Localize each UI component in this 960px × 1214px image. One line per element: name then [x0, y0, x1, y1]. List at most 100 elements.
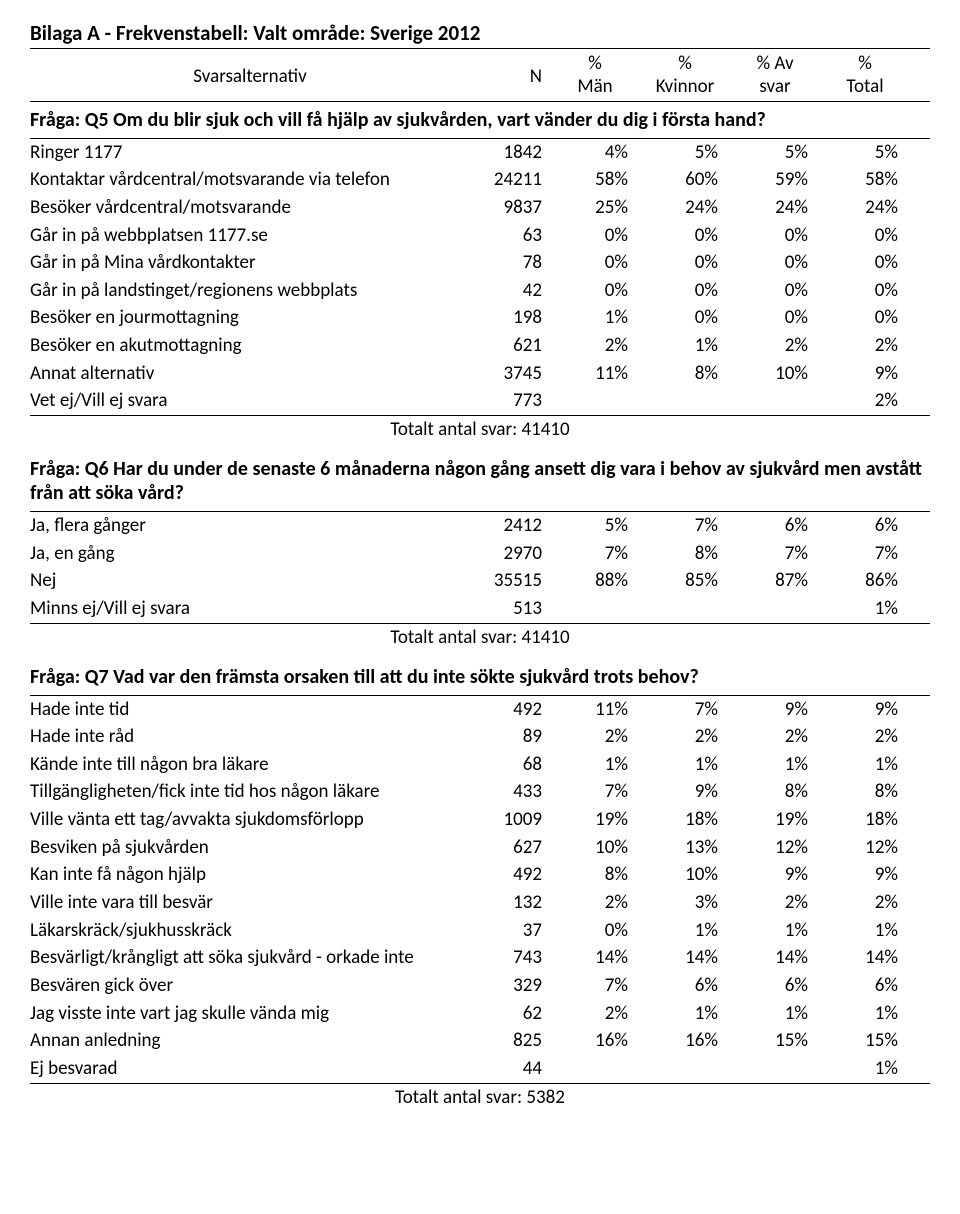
row-av: 7% — [730, 541, 820, 567]
row-total: 15% — [820, 1028, 910, 1054]
row-label: Besviken på sjukvården — [30, 835, 470, 861]
row-label: Besvären gick över — [30, 973, 470, 999]
table-row: Ja, en gång29707%8%7%7% — [30, 540, 930, 568]
question-section: Fråga: Q6 Har du under de senaste 6 måna… — [30, 451, 930, 655]
row-men: 58% — [550, 167, 640, 193]
row-total: 6% — [820, 973, 910, 999]
row-women: 0% — [640, 250, 730, 276]
row-av — [730, 388, 820, 414]
row-n: 621 — [470, 333, 550, 359]
row-women: 24% — [640, 195, 730, 221]
row-men: 2% — [550, 890, 640, 916]
row-n: 825 — [470, 1028, 550, 1054]
table-row: Ville inte vara till besvär1322%3%2%2% — [30, 889, 930, 917]
row-total: 18% — [820, 807, 910, 833]
table-row: Ringer 117718424%5%5%5% — [30, 139, 930, 167]
row-av: 6% — [730, 973, 820, 999]
row-total: 1% — [820, 1001, 910, 1027]
header-women: % Kvinnor — [640, 53, 730, 99]
row-label: Besöker en akutmottagning — [30, 333, 470, 359]
row-women: 8% — [640, 541, 730, 567]
table-row: Besöker en jourmottagning1981%0%0%0% — [30, 304, 930, 332]
row-label: Kände inte till någon bra läkare — [30, 752, 470, 778]
row-label: Jag visste inte vart jag skulle vända mi… — [30, 1001, 470, 1027]
row-n: 198 — [470, 305, 550, 331]
row-women: 8% — [640, 361, 730, 387]
row-men: 11% — [550, 697, 640, 723]
row-av: 19% — [730, 807, 820, 833]
table-row: Vet ej/Vill ej svara7732% — [30, 387, 930, 415]
table-row: Går in på landstinget/regionens webbplat… — [30, 277, 930, 305]
row-total: 9% — [820, 697, 910, 723]
row-men: 10% — [550, 835, 640, 861]
table-row: Besöker en akutmottagning6212%1%2%2% — [30, 332, 930, 360]
row-av: 1% — [730, 1001, 820, 1027]
row-total: 2% — [820, 724, 910, 750]
row-n: 2412 — [470, 513, 550, 539]
total-row: Totalt antal svar: 41410 — [30, 415, 930, 447]
row-label: Hade inte tid — [30, 697, 470, 723]
table-row: Kan inte få någon hjälp4928%10%9%9% — [30, 861, 930, 889]
row-label: Ej besvarad — [30, 1056, 470, 1082]
row-n: 42 — [470, 278, 550, 304]
row-n: 329 — [470, 973, 550, 999]
row-women: 10% — [640, 862, 730, 888]
row-av: 59% — [730, 167, 820, 193]
row-n: 513 — [470, 596, 550, 622]
row-label: Ville vänta ett tag/avvakta sjukdomsförl… — [30, 807, 470, 833]
row-women — [640, 1056, 730, 1082]
header-men: % Män — [550, 53, 640, 99]
header-men-bot: Män — [550, 76, 640, 99]
table-row: Kontaktar vårdcentral/motsvarande via te… — [30, 166, 930, 194]
header-women-top: % — [640, 53, 730, 76]
row-av: 1% — [730, 918, 820, 944]
row-men: 14% — [550, 945, 640, 971]
row-av: 14% — [730, 945, 820, 971]
header-total: % Total — [820, 53, 910, 99]
row-total: 8% — [820, 779, 910, 805]
row-label: Tillgängligheten/fick inte tid hos någon… — [30, 779, 470, 805]
row-total: 1% — [820, 918, 910, 944]
row-women: 7% — [640, 513, 730, 539]
row-label: Besöker en jourmottagning — [30, 305, 470, 331]
table-row: Tillgängligheten/fick inte tid hos någon… — [30, 778, 930, 806]
table-row: Ja, flera gånger24125%7%6%6% — [30, 512, 930, 540]
row-men: 1% — [550, 305, 640, 331]
row-label: Besöker vårdcentral/motsvarande — [30, 195, 470, 221]
header-avsvar: % Av svar — [730, 53, 820, 99]
row-men: 7% — [550, 779, 640, 805]
row-label: Ringer 1177 — [30, 140, 470, 166]
row-n: 62 — [470, 1001, 550, 1027]
row-men — [550, 596, 640, 622]
row-n: 1009 — [470, 807, 550, 833]
row-men: 88% — [550, 568, 640, 594]
row-women: 7% — [640, 697, 730, 723]
row-av: 0% — [730, 305, 820, 331]
row-n: 35515 — [470, 568, 550, 594]
header-n: N — [470, 53, 550, 99]
row-label: Kan inte få någon hjälp — [30, 862, 470, 888]
row-total: 7% — [820, 541, 910, 567]
header-men-top: % — [550, 53, 640, 76]
question-text: Fråga: Q7 Vad var den främsta orsaken ti… — [30, 659, 930, 696]
table-row: Nej3551588%85%87%86% — [30, 567, 930, 595]
row-total: 6% — [820, 513, 910, 539]
row-men: 5% — [550, 513, 640, 539]
row-women: 13% — [640, 835, 730, 861]
row-av: 2% — [730, 890, 820, 916]
row-label: Kontaktar vårdcentral/motsvarande via te… — [30, 167, 470, 193]
table-row: Annan anledning82516%16%15%15% — [30, 1027, 930, 1055]
row-total: 12% — [820, 835, 910, 861]
row-av: 0% — [730, 250, 820, 276]
row-women: 6% — [640, 973, 730, 999]
row-women: 1% — [640, 333, 730, 359]
row-total: 2% — [820, 388, 910, 414]
header-total-bot: Total — [820, 76, 910, 99]
header-women-bot: Kvinnor — [640, 76, 730, 99]
row-n: 89 — [470, 724, 550, 750]
row-total: 86% — [820, 568, 910, 594]
row-label: Minns ej/Vill ej svara — [30, 596, 470, 622]
row-av: 8% — [730, 779, 820, 805]
row-total: 58% — [820, 167, 910, 193]
row-total: 14% — [820, 945, 910, 971]
